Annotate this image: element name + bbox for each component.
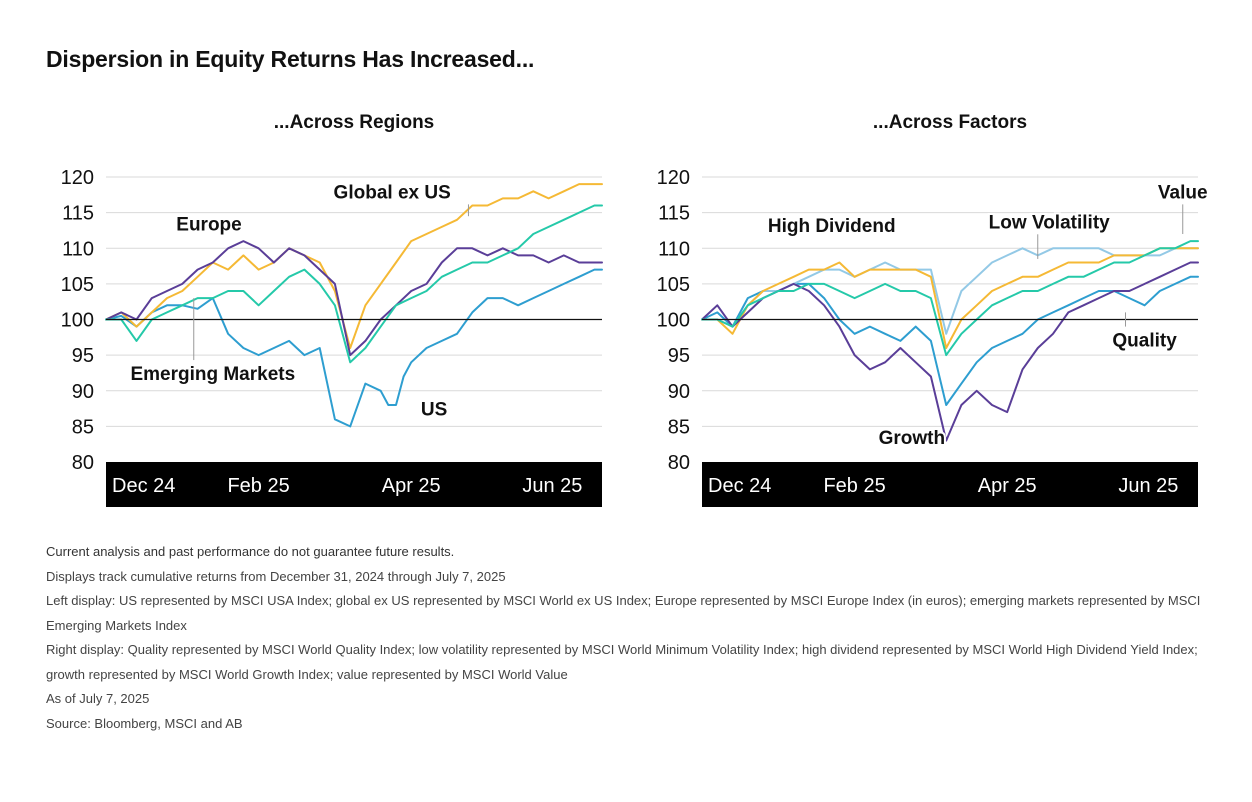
page-title: Dispersion in Equity Returns Has Increas… (46, 46, 535, 72)
chart-factors: ...Across Factors 80 85 90 95 100 105 110 115 120… (657, 112, 1210, 507)
chart-factors-series-growth (701, 261, 1199, 442)
chart-regions-label-europe: Europe (176, 214, 241, 235)
chart-regions-ytick-label: 80 (72, 452, 94, 474)
chart-regions-ytick-label: 110 (62, 238, 94, 260)
chart-factors-ytick-label: 120 (657, 167, 690, 189)
chart-regions-ytick-label: 95 (72, 345, 94, 367)
note-left-display: Left display: US represented by MSCI USA… (46, 593, 1201, 633)
chart-regions-ytick-label: 105 (61, 274, 94, 296)
chart-regions-xtick-label: Jun 25 (522, 475, 582, 497)
chart-regions-label-us: US (421, 400, 447, 421)
chart-factors-xtick-label: Dec 24 (708, 475, 771, 497)
chart-regions-xtick-label: Apr 25 (382, 475, 441, 497)
chart-regions-series-europe (105, 240, 603, 357)
chart-regions-series-us (105, 268, 603, 428)
chart-factors-label-growth: Growth (879, 428, 946, 449)
chart-regions-label-emerging-markets: Emerging Markets (130, 364, 295, 385)
chart-factors-xtick-label: Feb 25 (823, 475, 885, 497)
chart-regions-xtick-label: Feb 25 (227, 475, 289, 497)
chart-regions-xtick-label: Dec 24 (112, 475, 175, 497)
chart-regions-xaxis-band (106, 462, 602, 507)
chart-regions: ...Across Regions 80 85 90 95 100 105 110 115 120… (61, 112, 603, 507)
chart-factors-ytick-label: 105 (657, 274, 690, 296)
chart-regions-ytick-label: 85 (72, 416, 94, 438)
chart-factors-ytick-label: 80 (668, 452, 690, 474)
note-right-display: Right display: Quality represented by MS… (46, 642, 1198, 682)
chart-regions-label-global-ex-us: Global ex US (334, 182, 451, 203)
note-source: Source: Bloomberg, MSCI and AB (46, 715, 243, 731)
chart-regions-ytick-label: 100 (61, 310, 94, 332)
chart-notes: Current analysis and past performance do… (46, 540, 1216, 736)
chart-factors-series-high-dividend (701, 247, 1199, 349)
chart-factors-ytick-label: 115 (658, 203, 690, 225)
note-period: Displays track cumulative returns from D… (46, 568, 506, 584)
chart-factors-series-value (701, 240, 1199, 357)
chart-factors-ytick-label: 95 (668, 345, 690, 367)
chart-factors-ytick-label: 85 (668, 416, 690, 438)
note-as-of: As of July 7, 2025 (46, 691, 150, 706)
chart-factors-label-value: Value (1158, 182, 1208, 203)
chart-factors-xtick-label: Jun 25 (1118, 475, 1178, 497)
chart-factors-ytick-label: 90 (668, 381, 690, 403)
chart-factors-xtick-label: Apr 25 (978, 475, 1037, 497)
chart-factors-ytick-label: 100 (657, 310, 690, 332)
chart-regions-ytick-label: 120 (61, 167, 94, 189)
chart-regions-series-emerging-markets (105, 204, 603, 364)
chart-factors-label-high-dividend: High Dividend (768, 216, 896, 237)
chart-factors-title: ...Across Factors (873, 112, 1027, 133)
chart-regions-ytick-label: 115 (62, 203, 94, 225)
chart-factors-ytick-label: 110 (658, 238, 690, 260)
chart-factors-label-quality: Quality (1112, 331, 1177, 352)
chart-regions-ytick-label: 90 (72, 381, 94, 403)
chart-regions-series-global-ex-us (105, 183, 603, 349)
chart-factors-xaxis-band (702, 462, 1198, 507)
chart-factors-label-low-volatility: Low Volatility (989, 212, 1110, 233)
chart-regions-title: ...Across Regions (274, 112, 435, 133)
note-disclaimer: Current analysis and past performance do… (46, 544, 455, 559)
